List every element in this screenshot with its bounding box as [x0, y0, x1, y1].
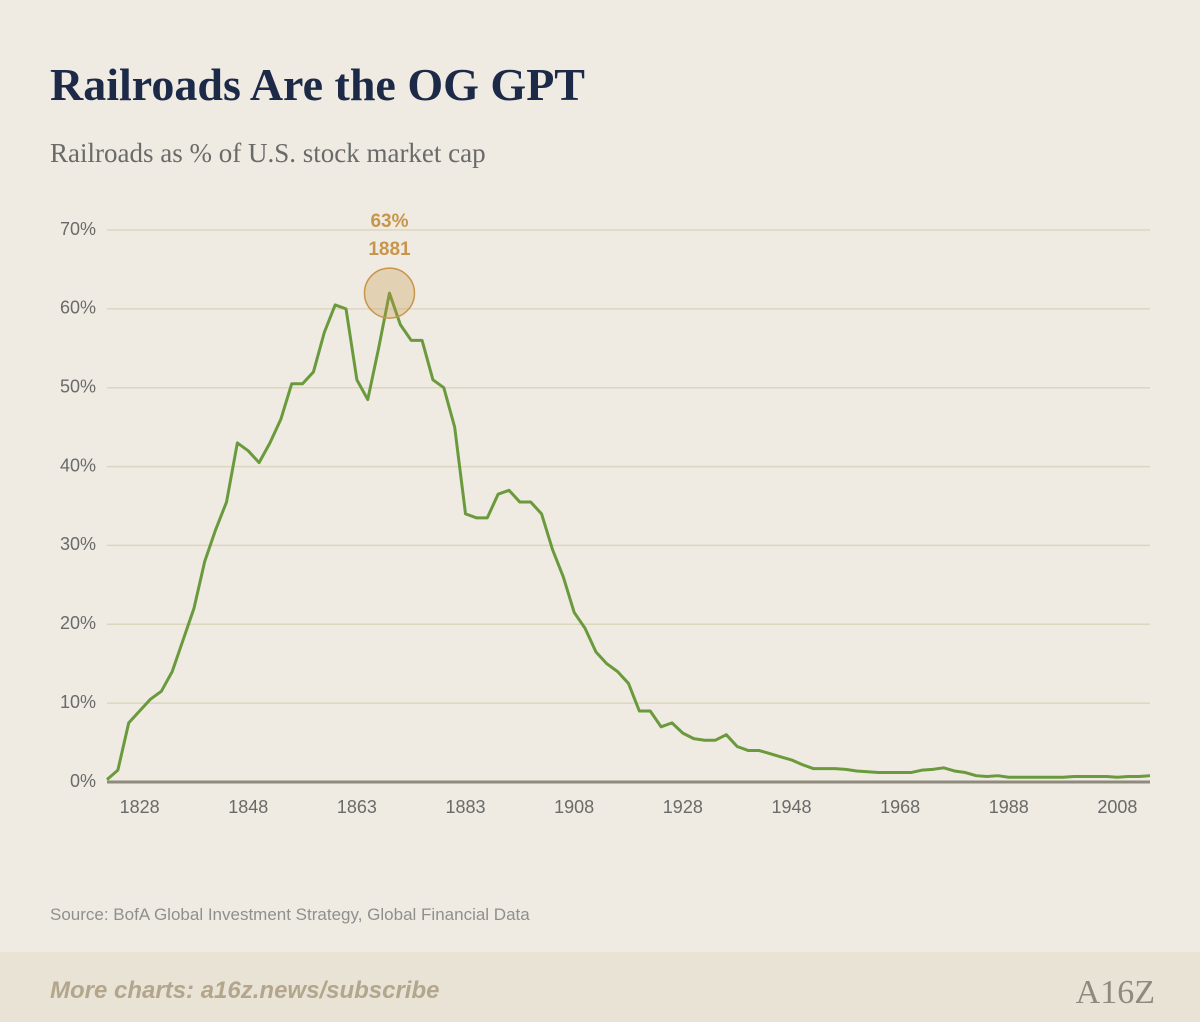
y-tick-label: 60% [60, 298, 96, 318]
chart-subtitle: Railroads as % of U.S. stock market cap [50, 138, 486, 168]
chart-title: Railroads Are the OG GPT [50, 59, 585, 110]
x-tick-label: 1828 [120, 797, 160, 817]
peak-marker [363, 267, 416, 319]
x-tick-label: 1988 [989, 797, 1029, 817]
x-tick-label: 1968 [880, 797, 920, 817]
annotation-value: 63% [370, 211, 408, 232]
y-tick-label: 70% [60, 219, 96, 239]
y-tick-label: 10% [60, 692, 96, 712]
x-tick-label: 1863 [337, 797, 377, 817]
y-tick-label: 40% [60, 455, 96, 475]
y-tick-label: 0% [70, 771, 96, 791]
annotation-year: 1881 [368, 239, 411, 260]
footer-link: More charts: a16z.news/subscribe [50, 977, 439, 1004]
y-tick-label: 30% [60, 534, 96, 554]
footer-band [0, 952, 1200, 1022]
data-line [106, 291, 1151, 781]
x-tick-label: 1883 [446, 797, 486, 817]
y-tick-label: 20% [60, 613, 96, 633]
x-tick-label: 2008 [1097, 797, 1137, 817]
logo: A16Z [1076, 974, 1155, 1011]
x-tick-label: 1948 [771, 797, 811, 817]
x-tick-label: 1908 [554, 797, 594, 817]
x-tick-label: 1928 [663, 797, 703, 817]
x-tick-label: 1848 [228, 797, 268, 817]
y-tick-label: 50% [60, 376, 96, 396]
source-note: Source: BofA Global Investment Strategy,… [50, 905, 530, 924]
